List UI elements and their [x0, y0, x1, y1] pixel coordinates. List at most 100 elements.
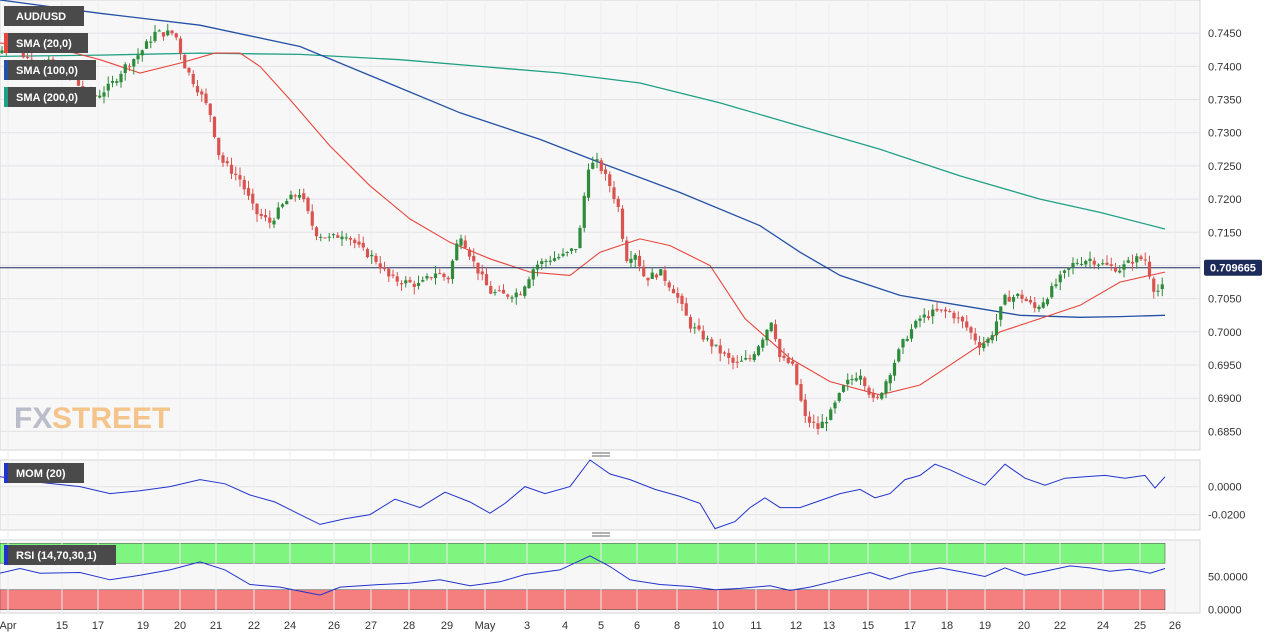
date-tick-label: 20	[1018, 620, 1030, 632]
legend-sma200[interactable]: SMA (200,0)	[4, 87, 96, 107]
candle-body	[119, 73, 123, 83]
candle-body	[450, 260, 455, 280]
candle-body	[684, 303, 688, 316]
candle-body	[880, 392, 884, 399]
legend-sma100[interactable]: SMA (100,0)	[4, 60, 96, 80]
svg-text:SMA (100,0): SMA (100,0)	[16, 65, 78, 77]
candle-body	[1045, 299, 1050, 305]
candle-body	[786, 357, 790, 363]
candle-body	[1062, 270, 1067, 273]
watermark-street: STREET	[52, 402, 170, 435]
candle-body	[1020, 294, 1024, 299]
candle-body	[629, 258, 633, 263]
price-tick-label: 0.6900	[1208, 393, 1242, 405]
candle-body	[922, 314, 926, 318]
candle-body	[569, 248, 574, 251]
candle-body	[718, 345, 722, 354]
candle-body	[990, 335, 994, 341]
candle-body	[663, 270, 667, 281]
candle-body	[1033, 302, 1037, 309]
date-tick-label: 22	[1054, 620, 1066, 632]
candle-body	[412, 283, 416, 287]
mom-axis: 0.0000 -0.0200	[1208, 482, 1245, 522]
candle-body	[331, 234, 336, 236]
candle-body	[1105, 262, 1109, 265]
price-axis: 0.7450 0.7400 0.7350 0.7300 0.7250 0.7200 0.71…	[1208, 28, 1242, 438]
mom-pane	[0, 459, 1201, 531]
legend-sma20[interactable]: SMA (20,0)	[4, 33, 88, 53]
candle-body	[1130, 261, 1135, 264]
candle-body	[467, 249, 472, 257]
price-tick-label: 0.7200	[1208, 194, 1242, 206]
candle-body	[994, 321, 999, 336]
candle-body	[455, 243, 459, 261]
candle-body	[336, 235, 340, 238]
candle-body	[370, 254, 374, 257]
candle-body	[761, 339, 765, 348]
candle-body	[905, 338, 909, 341]
candle-body	[790, 361, 795, 364]
candle-body	[637, 255, 642, 267]
candle-body	[225, 161, 229, 164]
candle-body	[735, 361, 739, 363]
candle-body	[586, 169, 591, 198]
price-tick-label: 0.7050	[1208, 294, 1242, 306]
candle-body	[319, 236, 323, 238]
legend-symbol[interactable]: AUD/USD	[4, 6, 84, 26]
mom-pane-resize-handle[interactable]	[592, 452, 610, 457]
candle-body	[850, 378, 854, 380]
candle-body	[501, 289, 506, 294]
candle-body	[948, 311, 952, 313]
candle-body	[102, 92, 106, 97]
candle-body	[909, 329, 914, 339]
candle-body	[425, 276, 429, 279]
candle-body	[680, 295, 684, 304]
rsi-pane-resize-handle[interactable]	[592, 532, 610, 537]
candle-body	[625, 240, 629, 261]
candle-body	[982, 343, 986, 349]
candle-body	[824, 421, 829, 424]
candle-body	[697, 325, 701, 330]
candle-body	[76, 78, 81, 86]
candle-body	[956, 317, 960, 319]
candle-body	[212, 116, 217, 138]
candle-body	[408, 279, 412, 283]
candle-body	[153, 31, 157, 41]
svg-text:SMA (200,0): SMA (200,0)	[16, 92, 78, 104]
candle-body	[544, 260, 548, 262]
candle-body	[1071, 262, 1075, 267]
candle-body	[552, 258, 557, 261]
candle-body	[965, 321, 969, 328]
date-tick-label: 20	[174, 620, 186, 632]
candle-body	[582, 195, 586, 228]
candle-body	[616, 198, 620, 208]
candle-body	[1075, 262, 1079, 264]
candle-body	[1050, 286, 1054, 298]
date-tick-label: 19	[979, 620, 991, 632]
rsi-overbought-band	[0, 543, 1166, 564]
date-tick-label: 21	[210, 620, 222, 632]
svg-text:RSI (14,70,30,1): RSI (14,70,30,1)	[16, 550, 97, 562]
candle-body	[183, 55, 187, 69]
candle-body	[595, 159, 599, 161]
candle-body	[561, 253, 565, 256]
date-tick-label: 3	[524, 620, 530, 632]
price-tick-label: 0.7150	[1208, 227, 1242, 239]
candle-body	[25, 57, 30, 59]
date-tick-label: 19	[137, 620, 149, 632]
date-tick-label: May	[475, 620, 496, 632]
candle-body	[404, 280, 408, 284]
candle-body	[246, 188, 251, 196]
date-tick-label: 5	[598, 620, 604, 632]
candle-body	[357, 241, 361, 245]
legend-mom[interactable]: MOM (20)	[4, 463, 84, 483]
candle-body	[438, 273, 442, 275]
candle-body	[1054, 284, 1058, 287]
candle-body	[166, 30, 170, 36]
date-tick-label: 27	[365, 620, 377, 632]
candle-body	[263, 215, 268, 218]
candle-body	[106, 83, 110, 91]
candle-body	[157, 30, 161, 32]
legend-rsi[interactable]: RSI (14,70,30,1)	[4, 545, 116, 565]
date-tick-label: 4	[562, 620, 568, 632]
